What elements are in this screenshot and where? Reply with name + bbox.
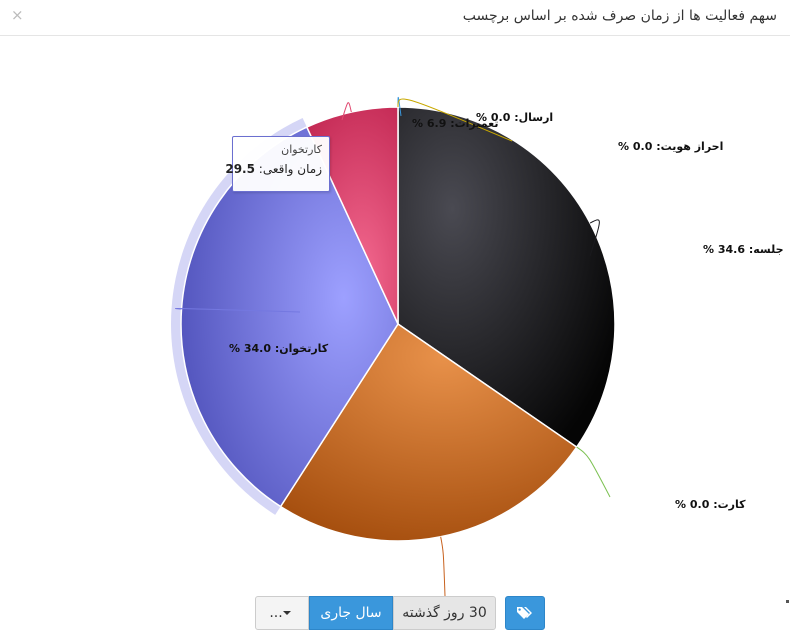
slice-labels: جلسه: 34.6 %کارت: 0.0 %عدم مغایرت: 24.5 … (229, 111, 784, 511)
slice-1-label: جلسه: 34.6 % (703, 243, 784, 256)
more-periods-label: ... (269, 605, 283, 621)
pie-slices[interactable] (180, 106, 616, 542)
slice-5-connector (341, 102, 352, 121)
caret-down-icon (282, 611, 291, 615)
tooltip-series-name: کارتخوان (281, 143, 322, 156)
close-icon[interactable]: × (11, 6, 24, 24)
slice-5-label: تعمیرات: 6.9 % (412, 117, 498, 130)
tooltip-value-row: زمان واقعی: 29.5 (225, 162, 322, 176)
chart-title: سهم فعالیت ها از زمان صرف شده بر اساس بر… (462, 8, 777, 24)
period-toolbar: ... سال جاری 30 روز گذشته (255, 596, 545, 630)
slice-2-connector (576, 446, 611, 498)
slice-6-label: ارسال: 0.0 % (476, 111, 553, 124)
slice-7-label: احراز هویت: 0.0 % (618, 140, 723, 153)
chart-tooltip: کارتخوان زمان واقعی: 29.5 (225, 136, 330, 192)
slice-4-label: کارتخوان: 34.0 % (229, 342, 329, 355)
tag-filter-button[interactable] (505, 596, 545, 630)
slice-7-connector (397, 98, 513, 142)
chart-header: سهم فعالیت ها از زمان صرف شده بر اساس بر… (0, 0, 790, 36)
last-30-days-button[interactable]: 30 روز گذشته (393, 596, 496, 630)
label-connectors (175, 97, 611, 596)
slice-1-connector (589, 219, 600, 257)
pie-chart: جلسه: 34.6 %کارت: 0.0 %عدم مغایرت: 24.5 … (171, 97, 784, 596)
current-year-button[interactable]: سال جاری (309, 596, 393, 630)
tooltip-value: 29.5 (225, 162, 255, 176)
tag-icon (517, 607, 532, 619)
slice-1[interactable] (397, 106, 616, 448)
slice-3-connector (440, 536, 446, 596)
slice-2-label: کارت: 0.0 % (675, 498, 746, 511)
slice-4-connector (175, 307, 301, 313)
resize-dot (786, 600, 789, 603)
more-periods-dropdown[interactable]: ... (255, 596, 309, 630)
tooltip-value-label: زمان واقعی: (258, 162, 322, 176)
